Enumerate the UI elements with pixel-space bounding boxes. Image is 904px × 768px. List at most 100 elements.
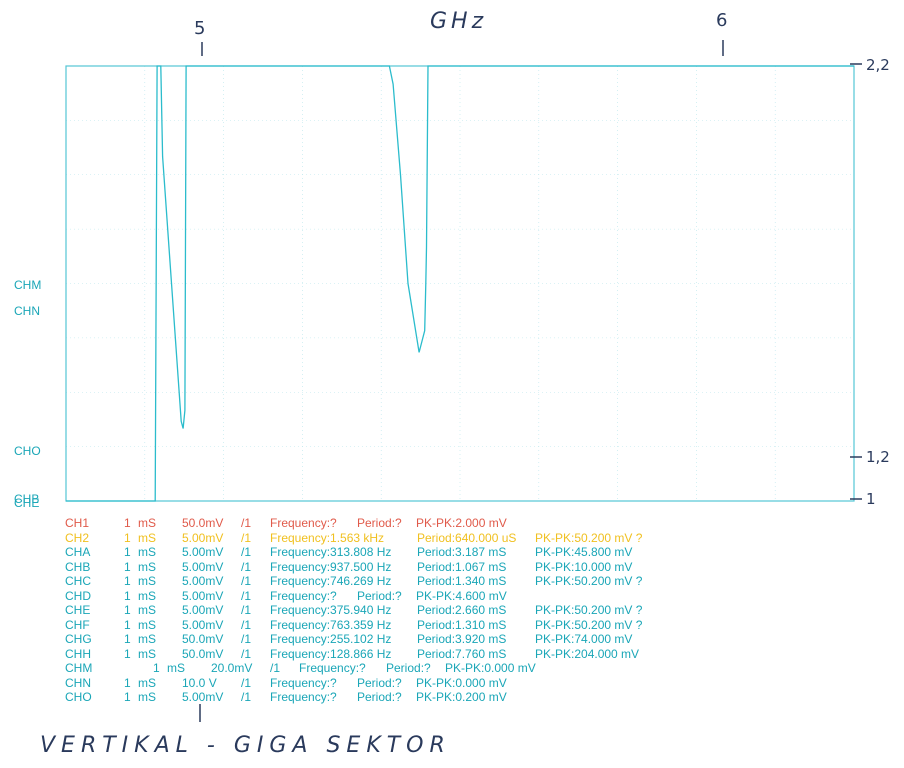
readout-tb: 1 (124, 617, 131, 632)
readout-vd: 5.00mV (182, 574, 224, 588)
readout-freq: Frequency:937.500 Hz (270, 559, 392, 574)
readout-probe: /1 (241, 545, 252, 559)
trace-marker-chn: CHN (14, 304, 40, 318)
readout-tbu: mS (138, 632, 156, 646)
readout-ch: CHC (65, 574, 91, 588)
readout-probe: /1 (241, 603, 252, 617)
readout-freq: Frequency:? (270, 516, 337, 530)
readout-pk: PK-PK:50.200 mV ? (535, 617, 643, 632)
readout-tbu: mS (138, 646, 156, 661)
scale-mid-label: 1,2 (866, 448, 890, 466)
readout-probe: /1 (241, 675, 252, 690)
graticule-grid (66, 66, 854, 501)
readout-pk: PK-PK:204.000 mV (535, 646, 640, 661)
readout-ch: CHH (65, 646, 91, 661)
readout-period: Period:? (357, 690, 402, 704)
readout-tbu: mS (138, 617, 156, 632)
readout-tb: 1 (124, 646, 131, 661)
readout-period: Period:? (357, 588, 402, 603)
readout-freq: Frequency:? (270, 588, 337, 603)
readout-period: Period:1.310 mS (417, 617, 507, 632)
readout-vd: 5.00mV (182, 690, 224, 704)
readout-ch: CH1 (65, 516, 90, 530)
readout-vd: 10.0 V (182, 675, 217, 690)
scale-top-label: 2,2 (866, 56, 890, 74)
readout-tb: 1 (124, 516, 131, 530)
readout-ch: CHE (65, 603, 91, 617)
readout-tbu: mS (138, 603, 156, 617)
caption-text: VERTIKAL - GIGA SEKTOR (40, 733, 451, 758)
readout-period: Period:640.000 uS (417, 530, 517, 545)
readout-tb: 1 (153, 661, 160, 675)
readout-probe: /1 (241, 646, 252, 661)
readout-probe: /1 (241, 588, 252, 603)
readout-probe: /1 (241, 559, 252, 574)
readout-vd: 5.00mV (182, 545, 224, 559)
readout-probe: /1 (241, 690, 252, 704)
trace-marker-cho: CHO (14, 444, 41, 458)
readout-pk: PK-PK:0.000 mV (416, 675, 507, 690)
marker-5-label: 5 (194, 18, 205, 39)
readout-tbu: mS (138, 559, 156, 574)
oscilloscope-display: GHz 5 6 2,2 1,2 1 CHM CHN CHO CHB CHE (14, 9, 890, 510)
readout-vd: 20.0mV (211, 661, 253, 675)
readout-freq: Frequency:? (270, 675, 337, 690)
readout-freq: Frequency:313.808 Hz (270, 545, 392, 559)
readout-pk: PK-PK:2.000 mV (416, 516, 507, 530)
readout-vd: 50.0mV (182, 516, 224, 530)
readout-tbu: mS (138, 530, 156, 545)
readout-pk: PK-PK:10.000 mV (535, 559, 633, 574)
readout-period: Period:? (386, 661, 431, 675)
readout-pk: PK-PK:45.800 mV (535, 545, 633, 559)
marker-6-label: 6 (716, 10, 727, 31)
readout-vd: 5.00mV (182, 588, 224, 603)
readout-period: Period:3.187 mS (417, 545, 507, 559)
readout-period: Period:2.660 mS (417, 603, 507, 617)
readout-ch: CHB (65, 559, 91, 574)
readout-freq: Frequency:? (299, 661, 366, 675)
readout-pk: PK-PK:0.000 mV (445, 661, 536, 675)
readout-tb: 1 (124, 530, 131, 545)
unit-note: GHz (430, 9, 487, 34)
readout-ch: CH2 (65, 530, 90, 545)
trace-marker-che: CHE (14, 496, 39, 510)
readout-ch: CHO (65, 690, 92, 704)
readout-tb: 1 (124, 545, 131, 559)
readout-period: Period:1.067 mS (417, 559, 507, 574)
readout-tbu: mS (138, 545, 156, 559)
handwritten-caption: VERTIKAL - GIGA SEKTOR (40, 704, 451, 758)
readout-tb: 1 (124, 675, 131, 690)
readout-vd: 5.00mV (182, 530, 224, 545)
readout-tbu: mS (167, 661, 185, 675)
readout-pk: PK-PK:0.200 mV (416, 690, 507, 704)
readout-freq: Frequency:1.563 kHz (270, 530, 385, 545)
readout-period: Period:3.920 mS (417, 632, 507, 646)
readout-vd: 50.0mV (182, 646, 224, 661)
readout-probe: /1 (241, 617, 252, 632)
readout-freq: Frequency:? (270, 690, 337, 704)
readout-probe: /1 (241, 530, 252, 545)
readout-freq: Frequency:128.866 Hz (270, 646, 392, 661)
readout-pk: PK-PK:4.600 mV (416, 588, 507, 603)
readout-probe: /1 (241, 632, 252, 646)
readout-tb: 1 (124, 690, 131, 704)
readout-tbu: mS (138, 574, 156, 588)
readout-vd: 5.00mV (182, 559, 224, 574)
readout-probe: /1 (241, 574, 252, 588)
plot-border (65, 65, 855, 502)
readout-ch: CHN (65, 675, 91, 690)
readout-freq: Frequency:255.102 Hz (270, 632, 392, 646)
readout-tb: 1 (124, 632, 131, 646)
readout-probe: /1 (241, 516, 252, 530)
readout-period: Period:1.340 mS (417, 574, 507, 588)
readout-period: Period:7.760 mS (417, 646, 507, 661)
readout-pk: PK-PK:50.200 mV ? (535, 603, 643, 617)
readout-period: Period:? (357, 675, 402, 690)
readout-freq: Frequency:375.940 Hz (270, 603, 392, 617)
readout-ch: CHG (65, 632, 92, 646)
readout-period: Period:? (357, 516, 402, 530)
readout-vd: 50.0mV (182, 632, 224, 646)
scale-bottom-label: 1 (866, 490, 876, 508)
readout-probe: /1 (270, 661, 281, 675)
trace-marker-chb: CHB (14, 492, 39, 506)
